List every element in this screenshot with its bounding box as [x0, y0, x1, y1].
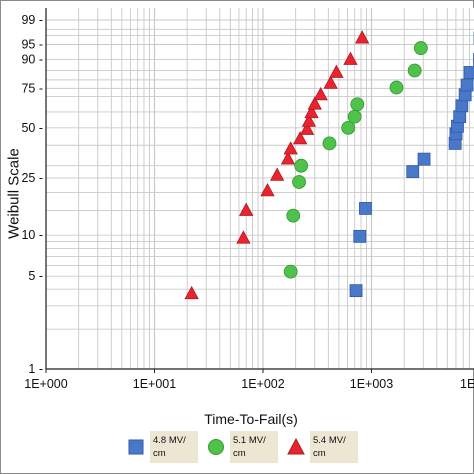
- square-data-point: [353, 229, 367, 243]
- square-data-point: [406, 165, 420, 179]
- y-tick-label: 25 -: [21, 171, 43, 185]
- circle-data-point: [407, 63, 422, 78]
- square-data-point: [463, 66, 474, 79]
- triangle-data-point: [313, 86, 328, 101]
- x-tick-label: 1E+000: [24, 377, 67, 391]
- triangle-data-point: [301, 113, 317, 127]
- square-data-point: [349, 284, 363, 298]
- triangle-data-point: [307, 96, 322, 110]
- y-axis-label: Weibull Scale: [5, 148, 23, 239]
- legend-label-5-4: 5.4 MV/ cm: [310, 431, 358, 463]
- square-data-point: [460, 78, 474, 92]
- legend-square-marker-icon: [128, 439, 144, 455]
- square-data-point: [453, 110, 467, 124]
- square-data-point: [359, 202, 372, 215]
- legend: 4.8 MV/ cm 5.1 MV/ cm 5.4 MV/ cm: [126, 427, 366, 467]
- y-tick-label: 1 -: [28, 362, 43, 376]
- triangle-data-point: [283, 141, 298, 155]
- x-tick-label: 1E+001: [133, 377, 176, 391]
- y-tick-label: 50 -: [21, 121, 43, 135]
- triangle-data-point: [184, 285, 199, 300]
- triangle-data-point: [323, 75, 338, 89]
- y-tick-label: 75 -: [21, 81, 43, 95]
- legend-triangle-marker-icon: [287, 437, 305, 455]
- square-data-point: [417, 152, 431, 166]
- plot-area: [46, 8, 474, 369]
- triangle-data-point: [304, 104, 319, 119]
- triangle-data-point: [236, 230, 251, 244]
- y-tick-label: 99 -: [21, 13, 43, 27]
- circle-data-point: [292, 175, 306, 189]
- circle-data-point: [322, 136, 337, 151]
- circle-data-point: [389, 80, 404, 95]
- triangle-data-point: [343, 51, 358, 65]
- triangle-data-point: [299, 121, 315, 135]
- x-axis-label: Time-To-Fail(s): [204, 411, 298, 427]
- y-tick-label: 5 -: [28, 269, 43, 283]
- triangle-data-point: [329, 64, 344, 78]
- circle-data-point: [350, 97, 365, 112]
- circle-data-point: [347, 109, 362, 124]
- triangle-data-point: [354, 30, 370, 44]
- y-tick-label: 95 -: [21, 37, 43, 51]
- triangle-data-point: [260, 183, 275, 197]
- y-tick-label: 90 -: [21, 52, 43, 66]
- x-tick-label: 1E+002: [241, 377, 284, 391]
- circle-data-point: [413, 41, 428, 55]
- triangle-data-point: [239, 202, 254, 216]
- x-tick-label: 1E+003: [350, 377, 393, 391]
- triangle-data-point: [292, 131, 308, 145]
- circle-data-point: [286, 208, 301, 223]
- legend-item-5-4: 5.4 MV/ cm: [286, 427, 358, 467]
- y-tick-label: 10 -: [21, 228, 43, 242]
- legend-circle-marker-icon: [208, 439, 224, 455]
- legend-label-4-8: 4.8 MV/ cm: [150, 431, 198, 463]
- circle-data-point: [294, 158, 309, 173]
- triangle-data-point: [280, 151, 296, 165]
- circle-data-point: [283, 264, 298, 279]
- x-tick-label: 1E+: [460, 377, 474, 391]
- legend-item-5-1: 5.1 MV/ cm: [206, 427, 278, 467]
- square-data-point: [455, 99, 469, 113]
- legend-item-4-8: 4.8 MV/ cm: [126, 427, 198, 467]
- circle-data-point: [341, 120, 356, 135]
- legend-label-5-1: 5.1 MV/ cm: [230, 431, 278, 463]
- triangle-data-point: [269, 167, 285, 181]
